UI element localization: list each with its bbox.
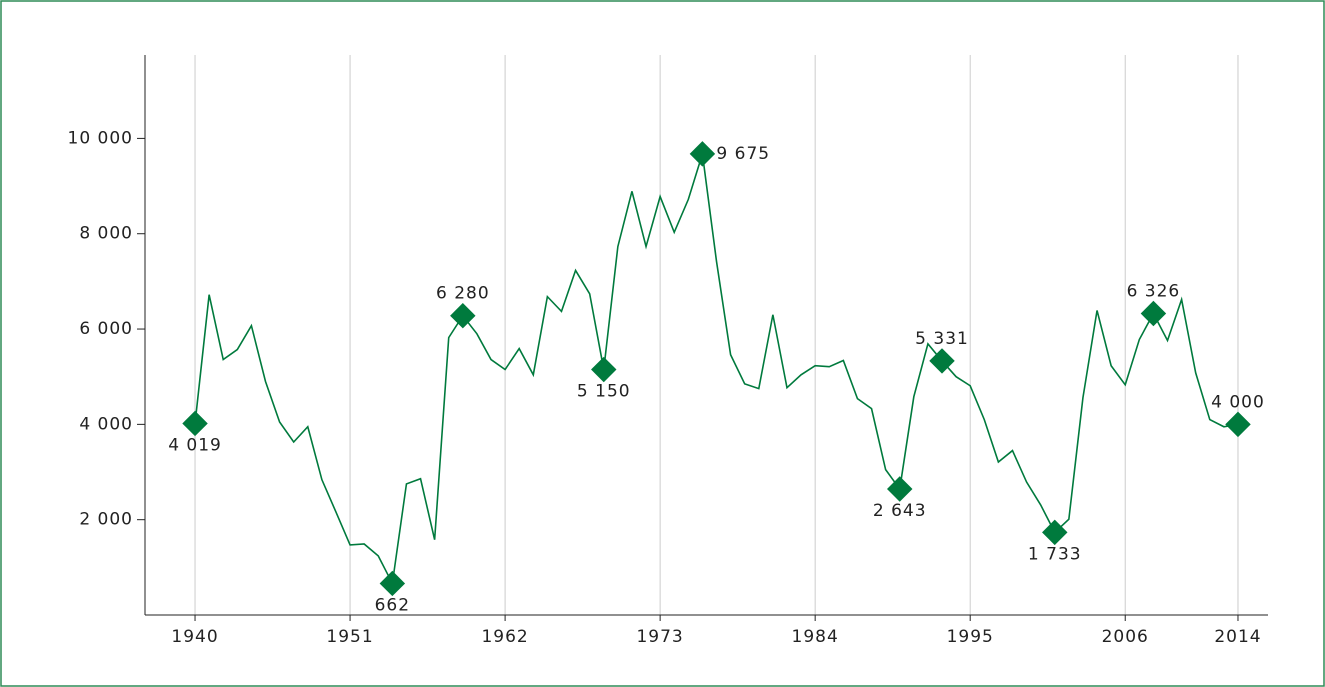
marker — [450, 302, 476, 329]
y-tick-label: 4 000 — [79, 414, 133, 434]
data-label: 9 675 — [716, 144, 770, 164]
marker — [929, 348, 955, 374]
data-label: 1 733 — [1028, 544, 1082, 564]
data-label: 4 000 — [1211, 392, 1265, 412]
x-tick-label: 2006 — [1102, 627, 1149, 647]
x-tick-label: 1984 — [792, 627, 839, 647]
x-tick-label: 1951 — [326, 627, 373, 647]
x-tick-label: 1973 — [636, 627, 683, 647]
data-label: 662 — [375, 595, 410, 615]
x-tick-label: 2014 — [1214, 627, 1261, 647]
data-label: 4 019 — [168, 435, 222, 455]
line — [194, 153, 1239, 587]
data-label: 5 150 — [577, 382, 631, 402]
marker — [182, 410, 208, 437]
data-label: 2 643 — [873, 501, 927, 521]
data-label: 6 280 — [436, 284, 490, 304]
x-tick-label: 1962 — [481, 627, 528, 647]
marker — [1140, 300, 1167, 327]
y-tick-label: 6 000 — [79, 319, 133, 339]
data-label: 6 326 — [1127, 282, 1181, 302]
marker — [591, 356, 617, 383]
marker — [886, 476, 913, 502]
marker — [379, 570, 406, 597]
x-tick-label: 1940 — [171, 627, 218, 647]
x-tick-label: 1995 — [947, 627, 994, 647]
y-tick-label: 10 000 — [68, 128, 133, 148]
y-tick-label: 8 000 — [79, 224, 133, 244]
marker — [689, 141, 716, 167]
data-label: 5 331 — [915, 329, 969, 349]
marker — [1225, 411, 1251, 438]
y-tick-label: 2 000 — [79, 510, 133, 530]
